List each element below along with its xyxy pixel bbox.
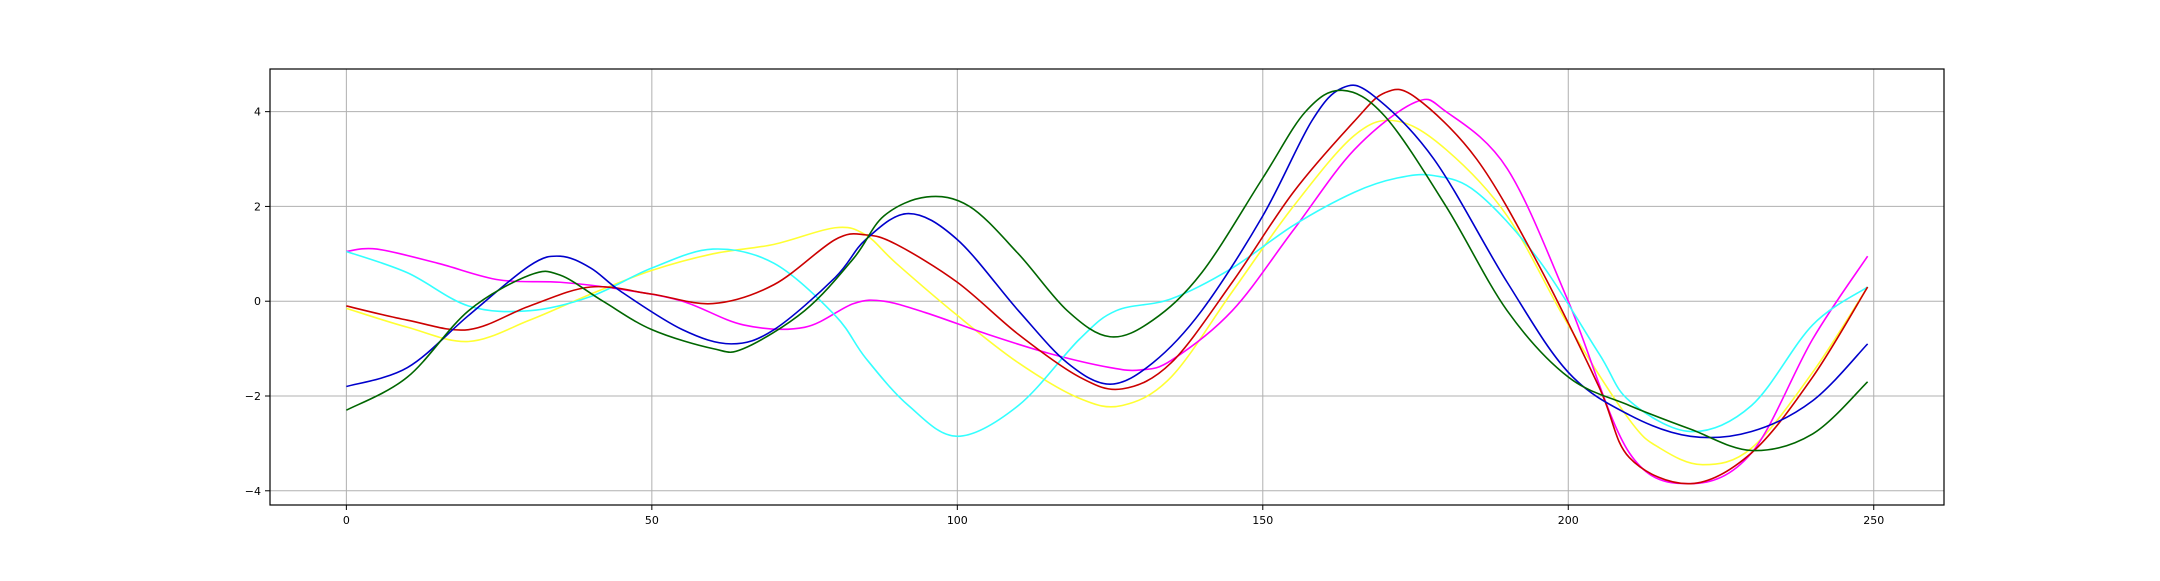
x-tick-label: 150 <box>1252 514 1273 527</box>
y-tick-label: 2 <box>254 200 261 213</box>
series-layer <box>345 84 1869 485</box>
plot-frame <box>269 68 1945 506</box>
x-tick-label: 100 <box>947 514 968 527</box>
series-line-6 <box>345 89 1869 452</box>
axis-ticks: 0 50 100 150 200 250 −4 −2 0 2 4 <box>245 106 1884 527</box>
y-tick-label: −4 <box>245 485 261 498</box>
series-line-3 <box>346 173 1869 438</box>
y-tick-label: 4 <box>254 106 261 119</box>
grid <box>270 69 1944 505</box>
x-tick-label: 200 <box>1558 514 1579 527</box>
series-line-2 <box>346 98 1869 485</box>
series-line-5 <box>346 84 1869 439</box>
x-tick-label: 0 <box>343 514 350 527</box>
y-tick-label: 0 <box>254 295 261 308</box>
series-line-4 <box>346 88 1869 485</box>
y-tick-label: −2 <box>245 390 261 403</box>
series-line-1 <box>346 119 1869 466</box>
x-tick-label: 250 <box>1863 514 1884 527</box>
x-tick-label: 50 <box>645 514 659 527</box>
